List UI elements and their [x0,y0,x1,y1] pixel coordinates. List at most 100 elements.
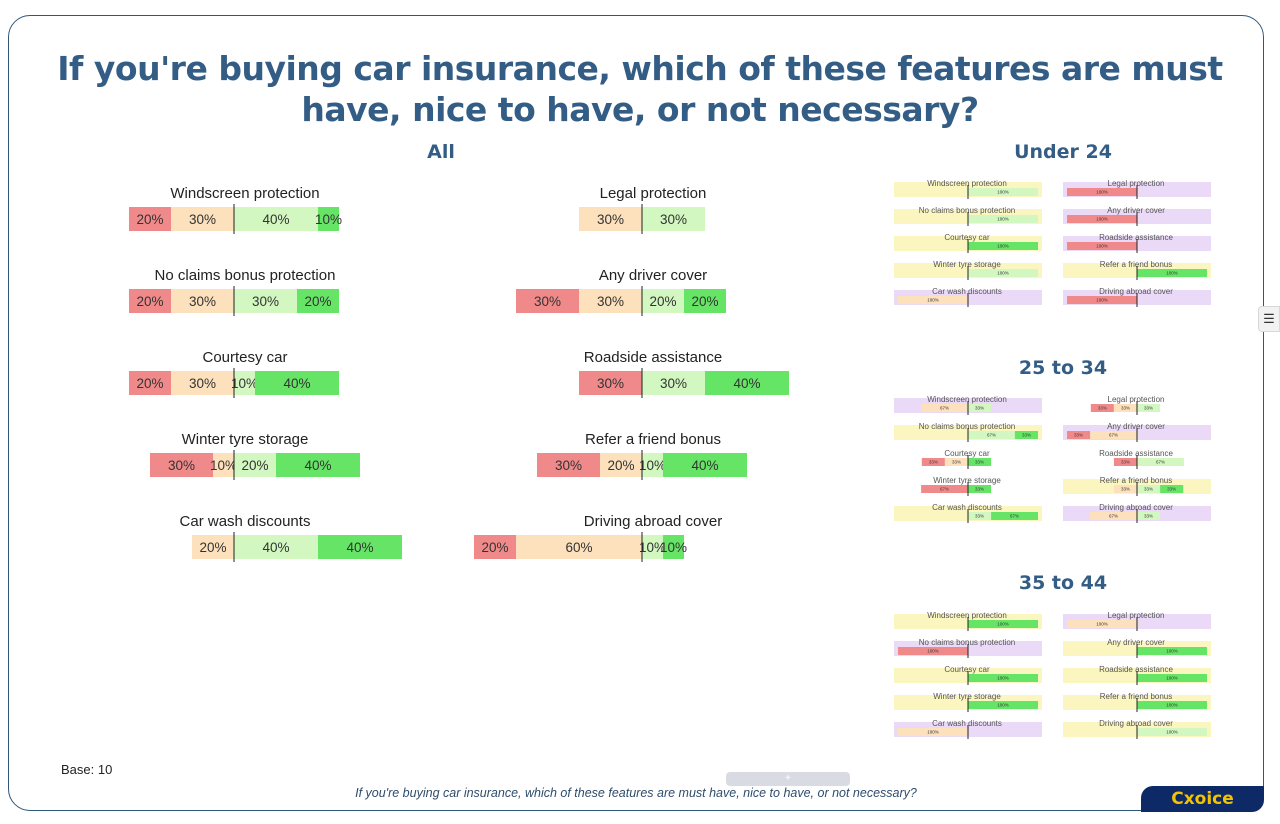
bar-nice-to-have-windscreen-protection [234,207,318,231]
data-label: 100% [997,217,1009,222]
bar-not-necessary-no-claims-bonus-protection [129,289,171,313]
category-label: Winter tyre storage [933,260,1001,269]
bar-nice-to-have-no-claims-bonus-protection [234,289,297,313]
bar-nice-to-have-winter-tyre-storage [234,453,276,477]
horizontal-scrollbar[interactable]: + [726,772,850,786]
bar-must-have-car-wash-discounts [318,535,402,559]
bar-must-have-roadside-assistance [1137,674,1207,682]
bar-nice-to-have-refer-a-friend-bonus [642,453,663,477]
bar-must-have-courtesy-car [968,458,992,466]
bar-nice-to-have-driving-abroad-cover [1137,728,1207,736]
data-label: 33% [975,487,984,492]
bar-nice-to-have-refer-a-friend-bonus [1137,485,1161,493]
bar-not-necessary-any-driver-cover [1067,215,1137,223]
bar-nice-to-have-neg-car-wash-discounts [898,296,968,304]
chart-all: Windscreen protection 20% 30% 40% 10% No clai… [129,185,789,562]
data-label: 40% [733,376,760,391]
category-label: Car wash discounts [932,719,1002,728]
category-label: Courtesy car [202,349,287,366]
bar-not-necessary-courtesy-car [921,458,945,466]
footer-question: If you're buying car insurance, which of… [355,786,917,800]
category-label: Winter tyre storage [182,431,309,448]
data-label: 67% [987,433,996,438]
data-label: 100% [1166,271,1178,276]
category-label: Legal protection [1108,179,1165,188]
category-label: No claims bonus protection [919,638,1016,647]
data-label: 33% [975,514,984,519]
category-label: Any driver cover [1107,422,1165,431]
bar-must-have-driving-abroad-cover [663,535,684,559]
category-label: Any driver cover [1107,638,1165,647]
category-label: Courtesy car [944,449,990,458]
data-label: 30% [252,294,279,309]
data-label: 33% [975,460,984,465]
bar-must-have-courtesy-car [968,242,1038,250]
bar-not-necessary-courtesy-car [129,371,171,395]
bar-must-have-winter-tyre-storage [968,701,1038,709]
bar-must-have-refer-a-friend-bonus [1160,485,1184,493]
data-label: 30% [189,212,216,227]
bar-nice-to-have-neg-legal-protection [579,207,642,231]
bar-not-necessary-windscreen-protection [129,207,171,231]
chart-under-24: Windscreen protection 100% No claims bonus… [894,179,1211,307]
data-label: 67% [940,487,949,492]
data-label: 20% [481,540,508,555]
bar-nice-to-have-legal-protection [642,207,705,231]
chart-title-under-24: Under 24 [1014,141,1112,163]
data-label: 67% [1156,460,1165,465]
category-label: Refer a friend bonus [1100,476,1173,485]
bar-nice-to-have-neg-any-driver-cover [579,289,642,313]
data-label: 10% [210,458,237,473]
data-label: 20% [304,294,331,309]
data-label: 60% [565,540,592,555]
bar-nice-to-have-windscreen-protection [968,188,1038,196]
category-label: Roadside assistance [1099,665,1173,674]
data-label: 33% [952,460,961,465]
data-label: 33% [1121,460,1130,465]
data-label: 30% [597,212,624,227]
data-label: 100% [1166,649,1178,654]
category-label: Winter tyre storage [933,476,1001,485]
side-menu-handle-icon[interactable]: ☰ [1258,306,1280,332]
bar-nice-to-have-neg-any-driver-cover [1090,431,1137,439]
bar-nice-to-have-no-claims-bonus-protection [968,431,1015,439]
bar-must-have-any-driver-cover [684,289,726,313]
bar-must-have-courtesy-car [255,371,339,395]
data-label: 20% [136,376,163,391]
category-label: Driving abroad cover [1099,503,1173,512]
category-label: Driving abroad cover [1099,719,1173,728]
bar-nice-to-have-neg-car-wash-discounts [192,535,234,559]
bar-nice-to-have-windscreen-protection [968,404,992,412]
bar-nice-to-have-neg-refer-a-friend-bonus [1113,485,1137,493]
data-label: 100% [997,271,1009,276]
bar-nice-to-have-neg-driving-abroad-cover [1090,512,1137,520]
data-label: 33% [1167,487,1176,492]
dashboard-card [8,15,1264,811]
bar-not-necessary-legal-protection [1090,404,1114,412]
data-label: 100% [927,298,939,303]
bar-not-necessary-roadside-assistance [1113,458,1137,466]
category-label: Roadside assistance [584,349,722,366]
data-label: 30% [660,376,687,391]
data-label: 33% [1098,406,1107,411]
bar-not-necessary-winter-tyre-storage [921,485,968,493]
bar-not-necessary-driving-abroad-cover [474,535,516,559]
bar-must-have-refer-a-friend-bonus [1137,701,1207,709]
data-label: 40% [346,540,373,555]
bar-not-necessary-any-driver-cover [516,289,579,313]
category-label: Car wash discounts [932,503,1002,512]
bar-nice-to-have-neg-winter-tyre-storage [213,453,234,477]
category-label: Winter tyre storage [933,692,1001,701]
data-label: 20% [241,458,268,473]
bar-must-have-any-driver-cover [1137,647,1207,655]
data-label: 100% [997,676,1009,681]
data-label: 30% [597,376,624,391]
category-label: No claims bonus protection [919,206,1016,215]
data-label: 100% [1096,298,1108,303]
data-label: 40% [262,212,289,227]
bar-must-have-windscreen-protection [318,207,339,231]
data-label: 100% [1096,622,1108,627]
category-label: Windscreen protection [927,611,1007,620]
bar-must-have-roadside-assistance [705,371,789,395]
